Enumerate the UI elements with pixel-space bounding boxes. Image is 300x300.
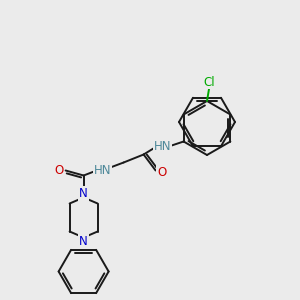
- Text: Cl: Cl: [203, 76, 215, 88]
- Text: HN: HN: [154, 140, 171, 153]
- Text: N: N: [79, 235, 88, 248]
- Text: N: N: [79, 187, 88, 200]
- Text: O: O: [157, 166, 166, 179]
- Text: HN: HN: [94, 164, 111, 177]
- Text: O: O: [54, 164, 63, 177]
